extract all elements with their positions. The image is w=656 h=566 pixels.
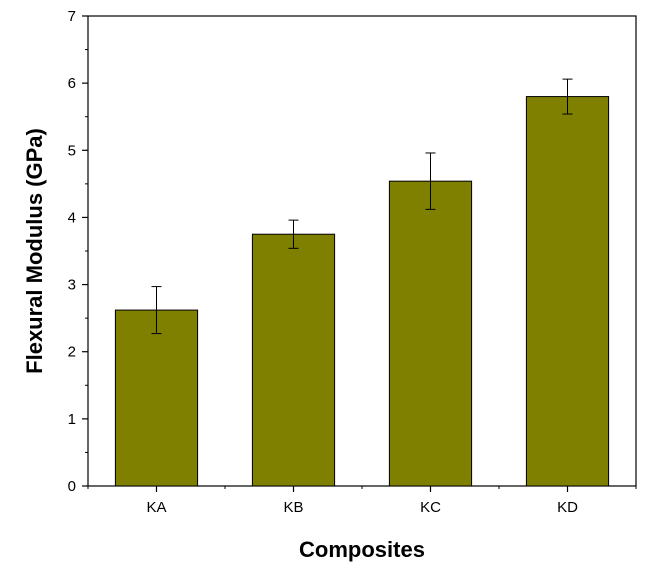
x-tick-label-kb: KB xyxy=(283,499,303,516)
x-axis-title: Composites xyxy=(299,537,425,562)
bar-ka xyxy=(114,309,199,487)
x-tick-label-kc: KC xyxy=(420,499,441,516)
y-axis-title: Flexural Modulus (GPa) xyxy=(22,128,47,374)
bars-group xyxy=(114,96,610,487)
y-tick-label-5: 5 xyxy=(68,142,76,159)
y-tick-label-4: 4 xyxy=(68,209,76,226)
bar-kc xyxy=(388,180,473,487)
bar-kd xyxy=(525,96,610,487)
bar-kb xyxy=(251,233,336,487)
x-axis: KA KB KC KD xyxy=(87,486,637,516)
y-axis: 0 1 2 3 4 5 6 7 xyxy=(68,8,88,495)
y-tick-label-3: 3 xyxy=(68,277,76,294)
y-tick-label-2: 2 xyxy=(68,344,76,361)
y-tick-label-7: 7 xyxy=(68,8,76,25)
y-tick-label-1: 1 xyxy=(68,411,76,428)
y-tick-label-6: 6 xyxy=(68,75,76,92)
x-tick-label-kd: KD xyxy=(557,499,578,516)
y-tick-label-0: 0 xyxy=(68,478,76,495)
error-bars-group xyxy=(151,78,573,335)
x-tick-label-ka: KA xyxy=(146,499,166,516)
